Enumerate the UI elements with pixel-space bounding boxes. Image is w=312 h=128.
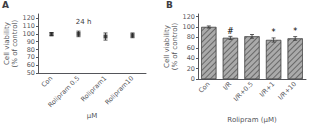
svg-text:80: 80	[27, 46, 35, 54]
svg-text:μM: μM	[87, 112, 98, 120]
svg-text:Rolipram (μM): Rolipram (μM)	[227, 116, 277, 124]
svg-text:90: 90	[27, 38, 35, 46]
svg-text:#: #	[227, 27, 234, 36]
svg-text:I/R+1: I/R+1	[258, 80, 277, 99]
svg-text:I/R+10: I/R+10	[277, 80, 298, 101]
svg-text:(% of control): (% of control)	[171, 22, 179, 70]
svg-text:80: 80	[187, 33, 195, 41]
svg-text:I/R: I/R	[221, 80, 233, 92]
svg-text:60: 60	[187, 44, 195, 52]
svg-text:*: *	[272, 28, 276, 37]
svg-text:A: A	[2, 0, 9, 10]
svg-text:60: 60	[27, 61, 35, 69]
svg-text:100: 100	[23, 30, 35, 38]
svg-text:Rolipram10: Rolipram10	[103, 74, 135, 106]
svg-text:50: 50	[27, 69, 35, 77]
svg-text:24 h: 24 h	[76, 18, 92, 26]
svg-text:Rolipram 0.5: Rolipram 0.5	[47, 74, 82, 109]
svg-text:(% of control): (% of control)	[11, 20, 19, 68]
svg-text:110: 110	[23, 22, 35, 30]
svg-text:*: *	[293, 27, 297, 36]
svg-text:Con: Con	[197, 80, 212, 95]
svg-text:70: 70	[27, 53, 35, 61]
svg-text:120: 120	[23, 14, 35, 22]
svg-text:120: 120	[183, 13, 195, 21]
svg-text:40: 40	[187, 54, 195, 62]
svg-text:Rolipram1: Rolipram1	[79, 74, 109, 104]
svg-text:B: B	[166, 0, 173, 10]
svg-text:100: 100	[183, 23, 195, 31]
svg-text:Con: Con	[40, 74, 55, 89]
svg-text:0: 0	[191, 75, 195, 83]
svg-text:I/R+0.5: I/R+0.5	[232, 80, 255, 103]
svg-text:Cell viability: Cell viability	[3, 22, 11, 65]
svg-text:Cell viability: Cell viability	[163, 25, 171, 68]
svg-text:20: 20	[187, 65, 195, 73]
